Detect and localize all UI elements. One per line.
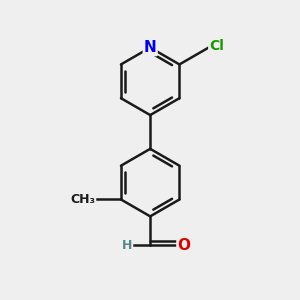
Text: CH₃: CH₃	[70, 193, 95, 206]
Text: Cl: Cl	[209, 39, 224, 53]
Text: H: H	[122, 238, 132, 252]
Text: N: N	[144, 40, 157, 55]
Text: O: O	[178, 238, 190, 253]
